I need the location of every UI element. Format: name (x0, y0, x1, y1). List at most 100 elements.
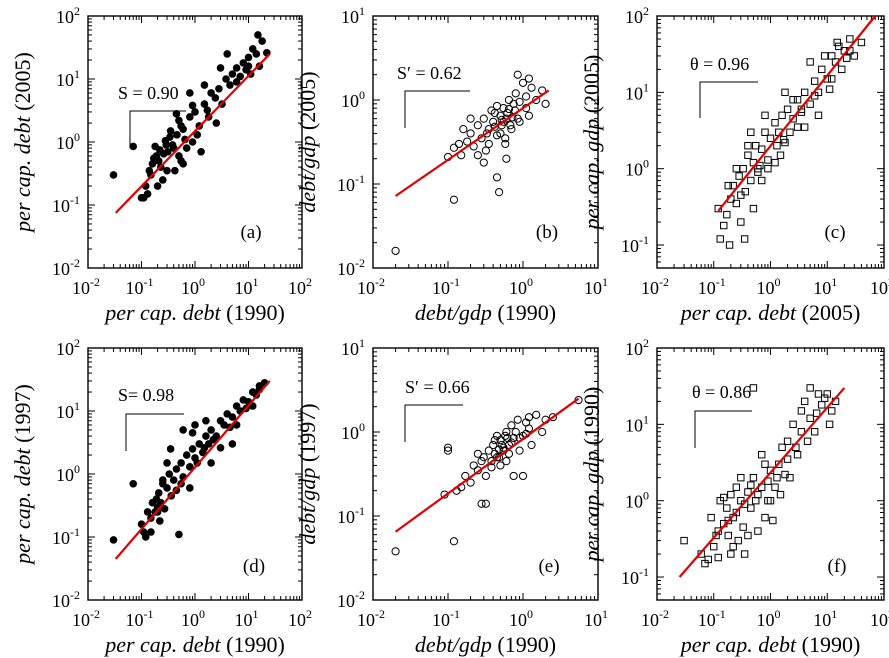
data-point (504, 95, 514, 105)
data-point (806, 58, 814, 66)
x-tick-label: 102 (288, 275, 312, 298)
tick-base: 10 (625, 492, 643, 512)
tick-base: 10 (432, 610, 450, 630)
data-point (511, 427, 520, 437)
data-point (228, 70, 237, 78)
data-point (744, 531, 752, 540)
data-point (761, 513, 769, 522)
tick-exponent: 1 (643, 80, 649, 94)
data-point (258, 37, 266, 45)
data-point (800, 397, 809, 406)
x-tick-label: 102 (870, 275, 889, 298)
tick-exponent: 2 (74, 336, 80, 350)
data-point (769, 516, 777, 525)
data-point (200, 81, 209, 89)
panel-label: (e) (538, 556, 559, 577)
data-point (188, 445, 197, 453)
x-tick-label: 10-2 (357, 275, 385, 298)
data-point (166, 127, 175, 135)
data-point (499, 443, 508, 452)
data-point (778, 443, 786, 452)
data-point (477, 499, 486, 508)
data-point (154, 489, 163, 497)
data-point (496, 461, 505, 470)
data-point (165, 470, 174, 478)
tick-base: 10 (870, 610, 888, 630)
data-point (507, 125, 516, 134)
tick-marks (656, 16, 884, 269)
tick-exponent: 0 (359, 420, 365, 434)
data-point (857, 38, 866, 47)
data-point (758, 451, 766, 459)
tick-base: 10 (56, 339, 74, 359)
data-point (175, 530, 183, 539)
tick-base: 10 (757, 610, 775, 630)
data-point (515, 446, 524, 455)
data-point (163, 166, 171, 175)
tick-base: 10 (288, 610, 306, 630)
tick-base: 10 (56, 70, 74, 90)
data-point (793, 96, 802, 104)
data-point (786, 473, 794, 482)
data-point (489, 117, 498, 126)
data-point (747, 504, 755, 512)
data-point (739, 523, 747, 531)
data-point (191, 108, 199, 116)
data-point (191, 421, 199, 429)
data-point (216, 444, 225, 452)
data-point (473, 151, 482, 160)
data-point (203, 106, 212, 114)
data-point (764, 496, 772, 505)
plot-frame (372, 347, 599, 601)
data-point (109, 536, 118, 544)
data-point (806, 414, 814, 422)
data-point (710, 542, 718, 551)
data-point (211, 94, 220, 102)
data-point (141, 533, 150, 541)
data-point (153, 182, 162, 190)
data-point (532, 410, 541, 419)
data-point (172, 110, 181, 118)
data-point (207, 89, 215, 97)
data-point (744, 141, 752, 150)
data-point (766, 134, 775, 143)
y-tick-label: 10-1 (337, 172, 365, 195)
x-tick-label: 101 (584, 275, 608, 298)
y-tick-label: 10-2 (337, 256, 365, 279)
data-point (223, 50, 232, 58)
data-point (172, 465, 181, 473)
data-point (193, 131, 202, 139)
tick-base: 10 (625, 415, 643, 435)
tick-exponent: -1 (639, 233, 649, 247)
data-point (749, 384, 758, 392)
data-point (771, 158, 779, 167)
tick-base: 10 (72, 610, 90, 630)
data-point (232, 78, 241, 86)
x-tick-label: 10-2 (72, 275, 100, 298)
tick-exponent: -2 (90, 275, 100, 289)
tick-base: 10 (235, 278, 253, 298)
data-point (509, 433, 518, 443)
data-point (449, 195, 459, 204)
data-point (188, 429, 197, 437)
x-tick-label: 101 (813, 607, 837, 630)
data-point (828, 52, 836, 60)
data-point (744, 488, 752, 496)
y-tick-label: 100 (625, 489, 649, 512)
data-point (800, 123, 809, 131)
data-point (216, 64, 225, 72)
panel-label: (a) (240, 222, 261, 243)
data-point (740, 550, 749, 558)
y-tick-label: 10-2 (337, 588, 365, 611)
slope-label: S = 0.90 (118, 83, 179, 103)
data-point (499, 117, 508, 126)
tick-base: 10 (181, 278, 199, 298)
data-point (707, 513, 715, 522)
data-point (797, 428, 806, 436)
tick-base: 10 (621, 236, 639, 256)
data-point (734, 536, 742, 545)
data-point (497, 440, 506, 450)
data-point (179, 426, 187, 434)
data-point (779, 135, 788, 144)
